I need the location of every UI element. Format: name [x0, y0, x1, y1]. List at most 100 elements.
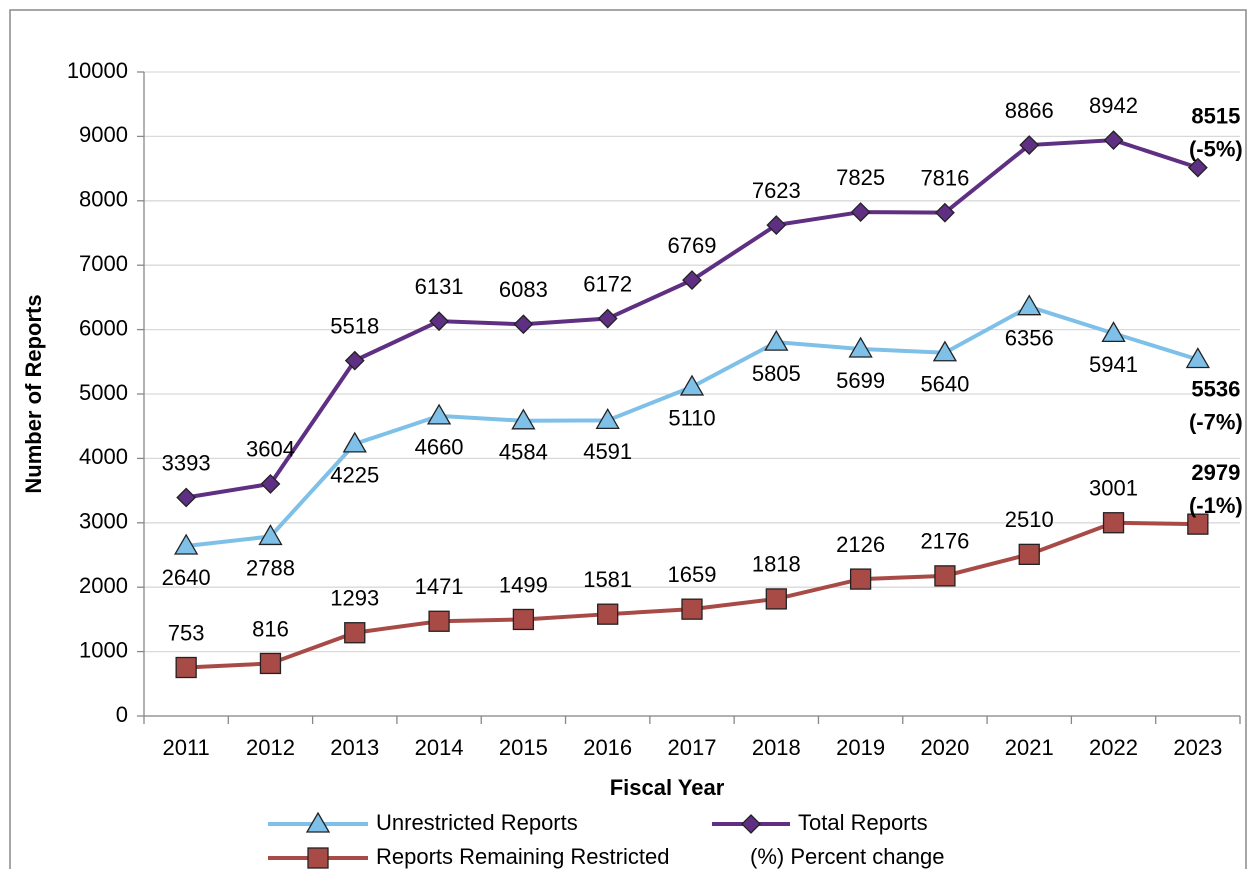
data-label: 1818: [752, 552, 801, 577]
marker-triangle: [679, 374, 705, 396]
chart-frame: [9, 9, 1247, 869]
data-label: 1499: [499, 572, 548, 597]
marker-square: [1018, 543, 1040, 566]
marker-diamond: [344, 350, 365, 371]
marker-square: [1102, 512, 1125, 534]
y-tick-label: 4000: [79, 444, 128, 469]
data-label: 1581: [583, 567, 632, 592]
data-label: 3001: [1089, 476, 1138, 501]
x-tick-label: 2021: [1005, 735, 1054, 760]
x-tick-label: 2019: [836, 735, 885, 760]
x-tick-label: 2017: [668, 735, 717, 760]
data-label: 5699: [836, 368, 885, 393]
legend-note: (%) Percent change: [750, 844, 944, 869]
data-label: 6769: [668, 233, 717, 258]
legend-marker: [741, 814, 761, 834]
marker-triangle: [174, 533, 199, 555]
marker-triangle: [764, 329, 789, 351]
marker-square: [765, 588, 787, 610]
marker-diamond: [766, 215, 787, 235]
data-label: 2788: [246, 555, 295, 580]
data-label: 5941: [1089, 352, 1138, 377]
marker-diamond: [176, 487, 197, 508]
y-tick-label: 0: [116, 702, 128, 727]
data-label: 7816: [920, 165, 969, 190]
marker-square: [344, 622, 366, 644]
marker-triangle: [511, 408, 536, 430]
marker-diamond: [935, 202, 955, 223]
data-label: 8515 (-5%): [1189, 103, 1243, 161]
data-label: 1471: [415, 574, 464, 599]
marker-diamond: [429, 311, 449, 332]
marker-triangle: [1017, 294, 1042, 316]
y-tick-label: 3000: [79, 509, 128, 534]
data-label: 7623: [752, 178, 801, 203]
data-label: 8942: [1089, 93, 1138, 118]
marker-square: [849, 568, 872, 590]
marker-square: [175, 656, 197, 679]
data-label: 2126: [836, 532, 885, 557]
x-tick-label: 2012: [246, 735, 295, 760]
marker-square: [934, 565, 956, 587]
data-label: 5110: [668, 406, 715, 431]
x-tick-label: 2015: [499, 735, 548, 760]
data-label: 4225: [330, 463, 379, 488]
y-tick-label: 7000: [79, 251, 128, 276]
marker-triangle: [342, 431, 367, 453]
data-label: 816: [252, 616, 289, 641]
marker-square: [597, 603, 619, 625]
marker-diamond: [1019, 135, 1040, 155]
legend-label: Reports Remaining Restricted: [376, 844, 669, 869]
data-label: 753: [168, 620, 205, 645]
x-axis-title: Fiscal Year: [610, 775, 725, 800]
y-tick-label: 6000: [79, 315, 128, 340]
legend-label: Unrestricted Reports: [376, 810, 578, 835]
marker-diamond: [1187, 157, 1208, 178]
data-label: 1659: [668, 562, 717, 587]
data-label: 3604: [246, 437, 295, 462]
data-label: 1293: [330, 586, 379, 611]
marker-diamond: [597, 308, 618, 329]
marker-triangle: [258, 524, 283, 546]
marker-triangle: [848, 336, 873, 358]
data-label: 2510: [1005, 507, 1054, 532]
data-label: 7825: [836, 165, 885, 190]
data-label: 5518: [330, 313, 379, 338]
marker-diamond: [1103, 130, 1124, 151]
data-label: 4584: [499, 440, 548, 465]
legend-label: Total Reports: [798, 810, 928, 835]
marker-square: [681, 598, 703, 620]
data-label: 5640: [920, 372, 969, 397]
data-label: 6131: [415, 274, 464, 299]
y-tick-label: 2000: [79, 573, 128, 598]
data-label: 6356: [1005, 325, 1054, 350]
x-tick-label: 2018: [752, 735, 801, 760]
data-label: 4660: [415, 435, 464, 460]
data-label: 8866: [1005, 98, 1054, 123]
data-label: 3393: [162, 450, 211, 475]
marker-square: [1187, 513, 1209, 535]
x-tick-label: 2014: [415, 735, 464, 760]
legend-marker: [307, 847, 329, 869]
marker-triangle: [932, 340, 958, 362]
marker-triangle: [426, 403, 452, 425]
data-label: 5805: [752, 361, 801, 386]
x-tick-label: 2016: [583, 735, 632, 760]
y-tick-label: 8000: [79, 187, 128, 212]
marker-square: [512, 608, 535, 631]
marker-square: [428, 610, 450, 632]
y-tick-label: 9000: [79, 122, 128, 147]
x-tick-label: 2011: [162, 735, 209, 760]
y-tick-label: 5000: [79, 380, 128, 405]
marker-square: [259, 652, 282, 675]
y-tick-label: 10000: [67, 58, 128, 83]
y-axis-title: Number of Reports: [21, 294, 46, 493]
x-tick-label: 2023: [1173, 735, 1222, 760]
data-label: 2640: [162, 565, 211, 590]
y-tick-label: 1000: [79, 637, 128, 662]
legend-marker: [305, 811, 331, 833]
x-tick-label: 2020: [920, 735, 969, 760]
data-label: 2176: [920, 529, 969, 554]
marker-triangle: [1185, 347, 1210, 369]
